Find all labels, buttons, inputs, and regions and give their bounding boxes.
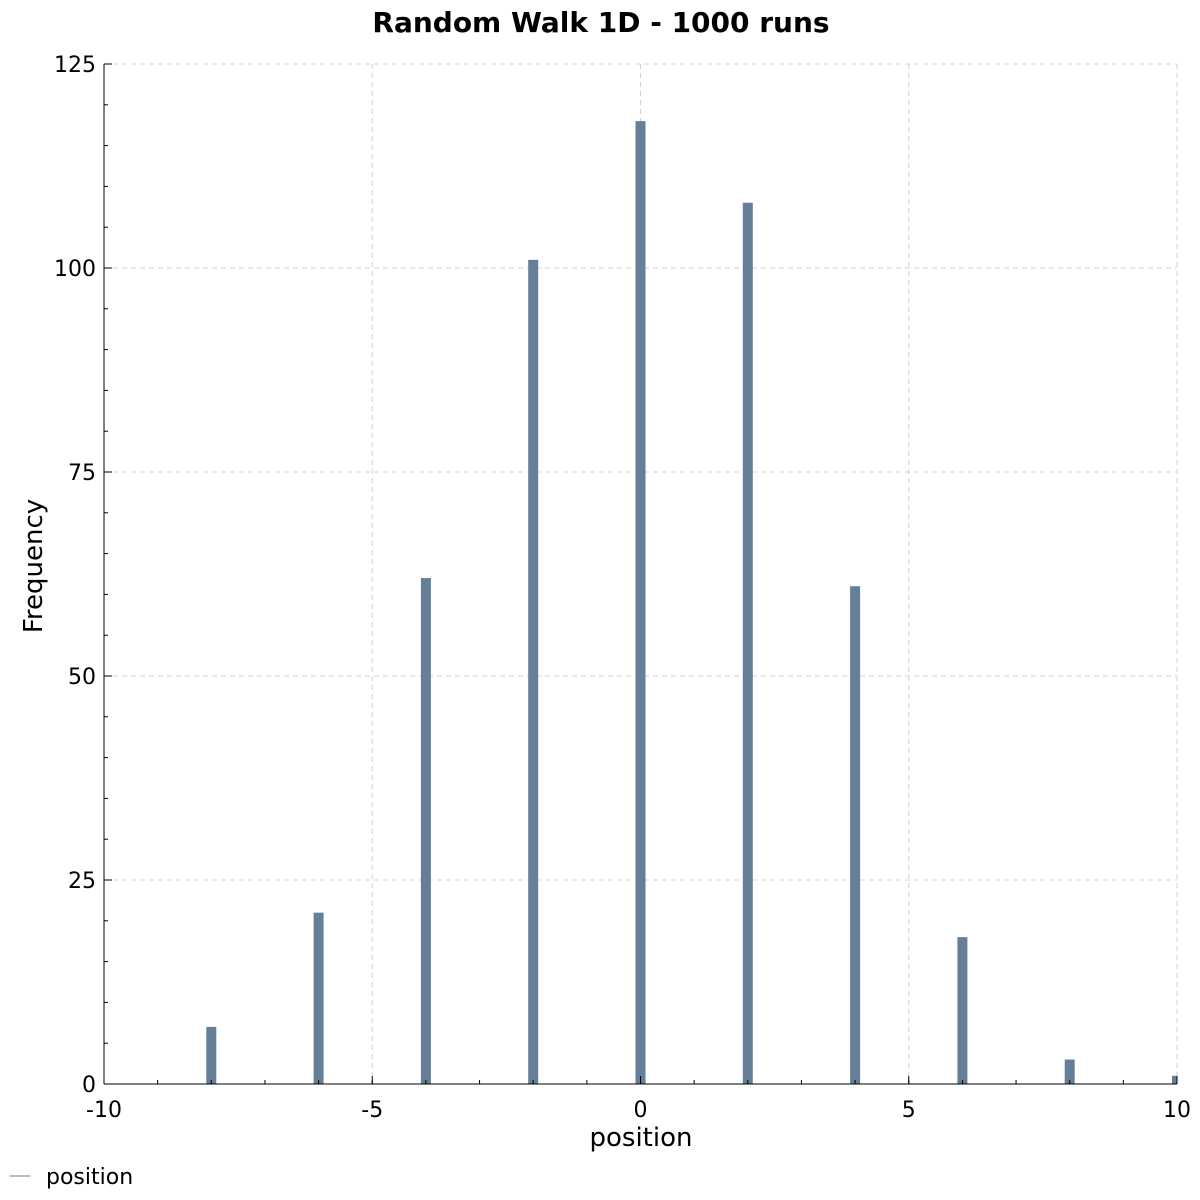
y-tick-label: 50 [68,665,96,690]
bar [206,1026,217,1084]
x-tick-label: 10 [1163,1098,1191,1123]
legend-label: position [46,1165,133,1190]
bar [313,912,324,1084]
legend: position [10,1165,133,1190]
y-tick-label: 25 [68,869,96,894]
bar [957,937,968,1084]
bar [1064,1059,1075,1084]
bar [1172,1075,1177,1084]
bar [635,121,646,1085]
chart-title: Random Walk 1D - 1000 runs [372,6,829,39]
bar [528,259,539,1085]
y-tick-label: 100 [54,257,96,282]
x-tick-label: 5 [902,1098,916,1123]
x-tick-label: 0 [634,1098,648,1123]
bar [742,202,753,1085]
x-axis-label: position [590,1123,693,1153]
x-tick-label: -10 [86,1098,122,1123]
bar [850,586,861,1084]
y-tick-label: 0 [82,1073,96,1098]
bars [206,121,1177,1085]
y-tick-label: 125 [54,53,96,78]
y-tick-label: 75 [68,461,96,486]
bar [420,578,431,1084]
y-axis-label: Frequency [19,499,49,633]
x-tick-label: -5 [361,1098,383,1123]
